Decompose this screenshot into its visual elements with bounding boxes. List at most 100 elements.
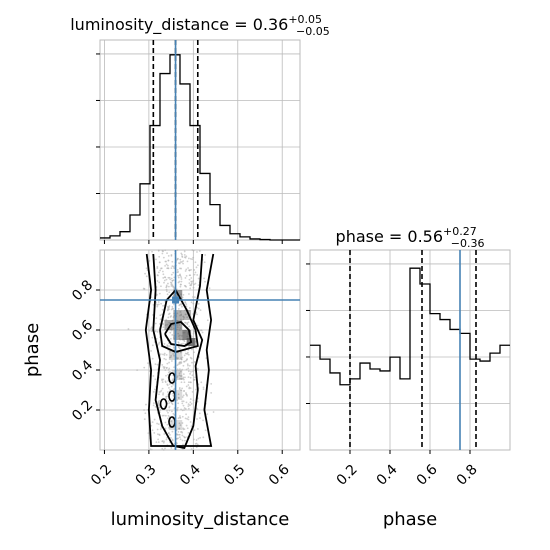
scatter-point — [172, 353, 175, 355]
scatter-point — [182, 394, 185, 397]
scatter-point — [183, 250, 186, 253]
scatter-point — [190, 283, 193, 286]
scatter-point — [191, 249, 194, 251]
title-lower-phase: −0.36 — [451, 237, 485, 250]
scatter-point — [187, 407, 190, 410]
scatter-point — [177, 437, 180, 440]
scatter-point — [177, 342, 180, 344]
scatter-point — [183, 390, 185, 392]
scatter-point — [192, 286, 195, 289]
scatter-point — [190, 425, 193, 428]
scatter-point — [166, 409, 168, 412]
scatter-point — [164, 421, 167, 424]
scatter-point — [168, 383, 171, 386]
scatter-point — [197, 284, 200, 287]
scatter-point — [200, 329, 202, 332]
scatter-point — [191, 348, 193, 351]
contour-level-0 — [164, 321, 193, 347]
scatter-point — [185, 401, 188, 404]
scatter-point — [185, 413, 187, 416]
scatter-point — [156, 267, 159, 270]
scatter-point — [184, 417, 187, 420]
scatter-point — [195, 388, 197, 391]
scatter-point — [192, 370, 194, 373]
title-upper-phase: +0.27 — [443, 225, 477, 238]
scatter-point — [212, 411, 215, 413]
scatter-point — [162, 256, 165, 259]
scatter-point — [181, 305, 183, 308]
scatter-point — [170, 277, 173, 280]
title-phase: phase = 0.56+0.27 −0.36 — [336, 225, 485, 250]
scatter-point — [169, 350, 172, 353]
scatter-point — [163, 440, 165, 443]
scatter-point — [155, 258, 157, 261]
scatter-point — [195, 439, 198, 441]
scatter-point — [176, 433, 179, 436]
scatter-point — [188, 307, 191, 309]
density-cell-9 — [173, 370, 183, 380]
scatter-point — [192, 332, 195, 335]
ylabel-phase: phase — [22, 323, 43, 377]
scatter-point — [185, 424, 188, 427]
scatter-point — [189, 376, 192, 379]
scatter-point — [182, 428, 185, 431]
scatter-point — [196, 274, 199, 276]
scatter-point — [176, 409, 179, 412]
scatter-point — [166, 423, 169, 426]
scatter-point — [193, 351, 195, 354]
scatter-point — [165, 290, 168, 293]
scatter-point — [193, 361, 196, 363]
density-cell-3 — [164, 320, 174, 330]
scatter-point — [158, 404, 161, 407]
scatter-point — [167, 411, 169, 414]
scatter-point — [189, 372, 191, 375]
scatter-point — [193, 330, 196, 332]
scatter-point — [198, 329, 201, 332]
scatter-point — [186, 316, 189, 319]
scatter-point — [154, 363, 157, 366]
title-median-phase: 0.56 — [407, 227, 443, 246]
scatter-point — [198, 250, 201, 252]
scatter-point — [176, 249, 179, 252]
scatter-point — [189, 258, 192, 260]
scatter-point — [187, 381, 190, 384]
scatter-point — [190, 301, 193, 304]
scatter-point — [183, 381, 186, 384]
scatter-point — [177, 396, 180, 399]
scatter-point — [185, 385, 188, 388]
scatter-point — [176, 368, 179, 371]
scatter-point — [172, 265, 175, 268]
scatter-point — [185, 303, 188, 306]
scatter-point — [165, 438, 168, 441]
scatter-point — [164, 427, 167, 430]
scatter-point — [157, 271, 160, 274]
scatter-point — [158, 393, 160, 396]
scatter-point — [145, 275, 148, 278]
scatter-point — [182, 373, 185, 376]
scatter-point — [187, 405, 190, 408]
scatter-point — [193, 273, 196, 276]
scatter-point — [179, 318, 182, 321]
scatter-point — [179, 314, 181, 317]
scatter-point — [163, 367, 166, 370]
scatter-point — [186, 260, 189, 263]
scatter-point — [151, 250, 153, 253]
scatter-point — [188, 282, 191, 284]
scatter-point — [190, 402, 193, 405]
title-lower-luminosity-distance: −0.05 — [296, 25, 330, 38]
scatter-point — [180, 377, 183, 380]
scatter-point — [170, 360, 173, 362]
scatter-point — [183, 436, 186, 439]
scatter-point — [161, 387, 164, 390]
scatter-point — [182, 400, 185, 403]
scatter-point — [196, 443, 199, 446]
scatter-point — [183, 284, 186, 287]
scatter-point — [166, 252, 168, 255]
scatter-point — [150, 327, 153, 330]
scatter-point — [162, 304, 164, 307]
tick-label-phase-x-2: 0.6 — [414, 462, 441, 489]
scatter-point — [158, 341, 161, 344]
tick-label-phase-y-1: 0.4 — [69, 357, 96, 384]
scatter-point — [191, 390, 194, 393]
scatter-point — [184, 439, 186, 442]
